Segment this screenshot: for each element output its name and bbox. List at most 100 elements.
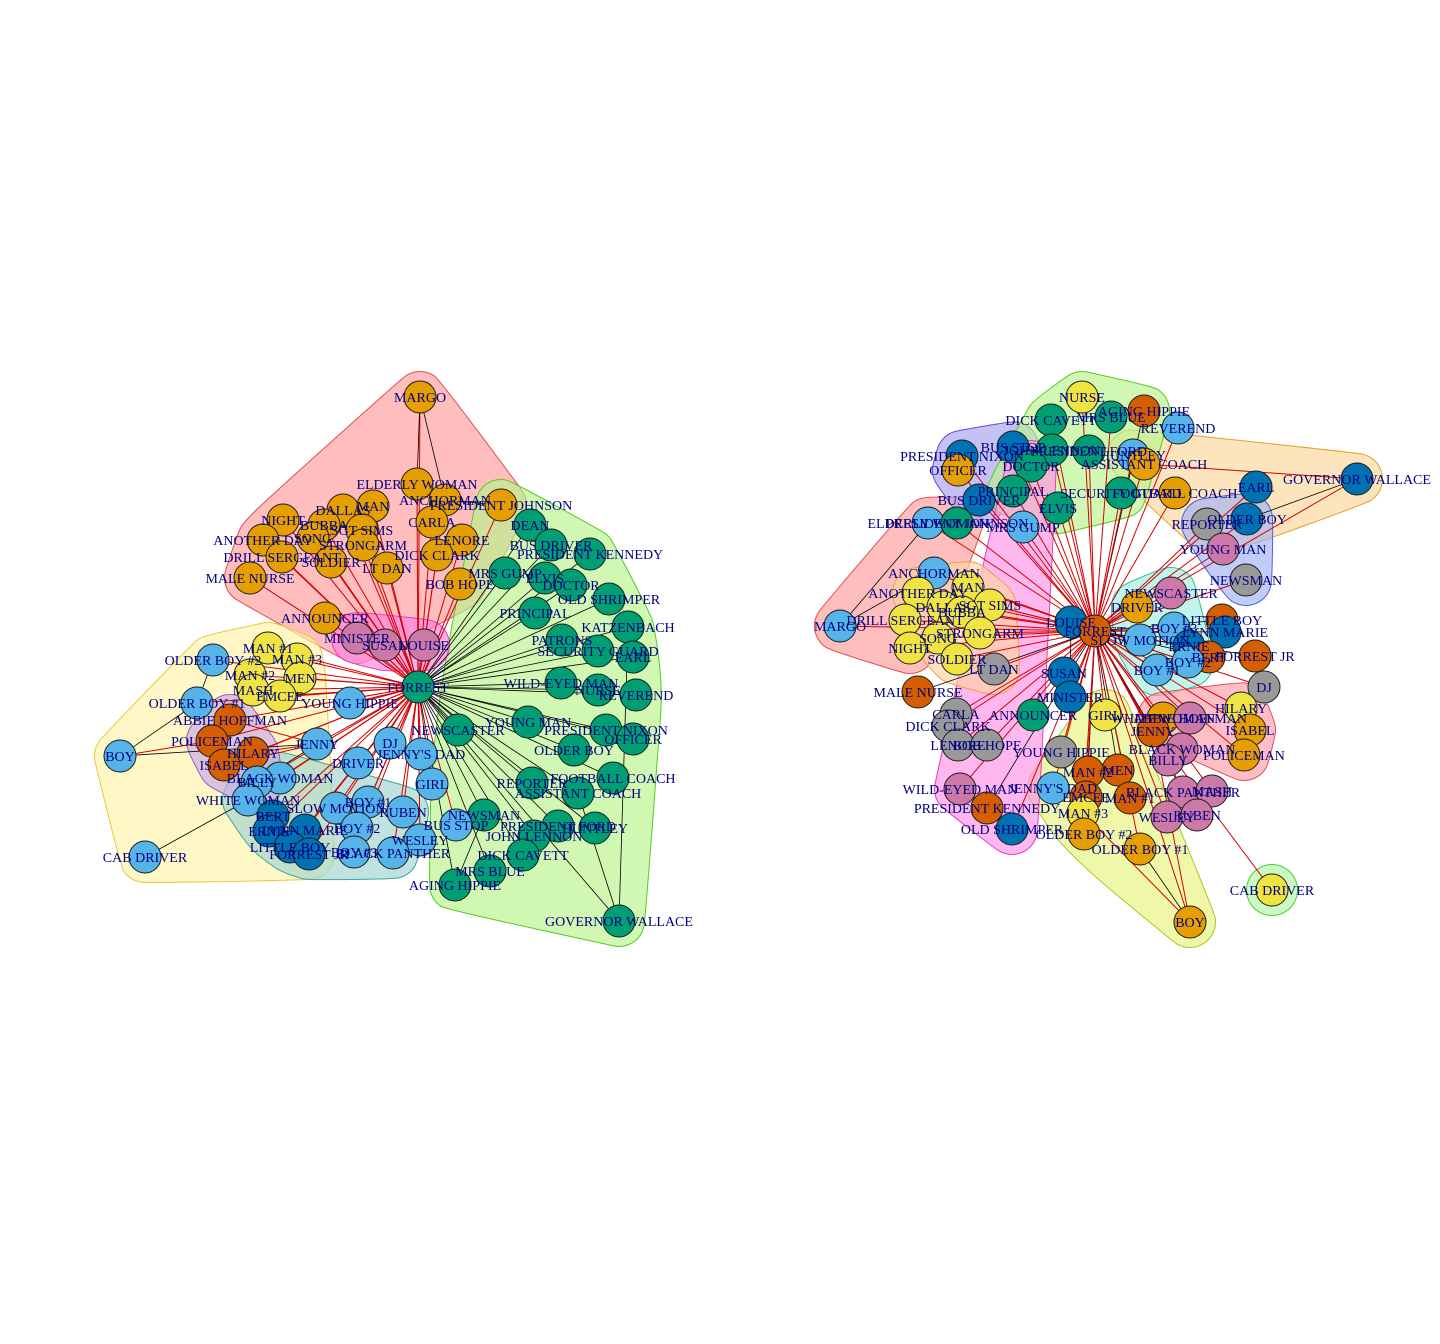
left-node-reverend[interactable] [619,678,653,712]
right-node-earl[interactable] [1239,470,1273,504]
right-node-boy-2[interactable] [1171,645,1205,679]
right-node-circle[interactable] [1127,447,1161,481]
left-node-circle[interactable] [207,748,241,782]
right-node-security-guard[interactable] [1104,476,1138,510]
left-node-circle[interactable] [265,540,299,574]
left-node-circle[interactable] [233,561,267,595]
right-node-circle[interactable] [1088,698,1122,732]
left-node-dj[interactable] [373,726,407,760]
left-node-circle[interactable] [515,766,549,800]
left-node-night[interactable] [266,503,300,537]
left-node-soldier[interactable] [314,545,348,579]
left-node-circle[interactable] [578,811,612,845]
left-node-circle[interactable] [292,837,326,871]
left-node-circle[interactable] [573,537,607,571]
right-node-policeman[interactable] [1227,738,1261,772]
left-node-circle[interactable] [484,488,518,522]
right-node-newsman[interactable] [1229,563,1263,597]
right-node-circle[interactable] [1158,476,1192,510]
left-node-older-boy[interactable] [557,733,591,767]
left-node-circle[interactable] [473,854,507,888]
left-node-circle[interactable] [445,523,479,557]
left-node-margo[interactable] [403,380,437,414]
left-node-emcee[interactable] [263,679,297,713]
right-node-circle[interactable] [1067,817,1101,851]
left-node-male-nurse[interactable] [233,561,267,595]
left-node-carla[interactable] [415,505,449,539]
left-node-circle[interactable] [619,678,653,712]
left-node-football-coach[interactable] [596,761,630,795]
right-node-jenny[interactable] [1136,714,1170,748]
right-node-older-boy-1[interactable] [1123,832,1157,866]
right-node-young-hippie[interactable] [1044,735,1078,769]
right-node-circle[interactable] [1238,639,1272,673]
left-node-mrs-blue[interactable] [473,854,507,888]
right-node-lt-dan[interactable] [977,652,1011,686]
right-node-circle[interactable] [893,631,927,665]
right-node-abbie-hoffman[interactable] [1173,701,1207,735]
left-node-circle[interactable] [581,634,615,668]
right-node-boy[interactable] [1173,905,1207,939]
right-node-circle[interactable] [823,609,857,643]
left-node-circle[interactable] [403,823,437,857]
right-node-forrest[interactable] [1078,614,1112,648]
left-node-circle[interactable] [557,733,591,767]
left-node-bus-driver[interactable] [534,528,568,562]
left-node-circle[interactable] [596,761,630,795]
right-node-male-nurse[interactable] [901,675,935,709]
right-node-circle[interactable] [1065,380,1099,414]
left-node-circle[interactable] [415,767,449,801]
left-node-older-boy-1[interactable] [180,686,214,720]
right-node-older-boy[interactable] [1230,502,1264,536]
left-node-circle[interactable] [337,835,371,869]
right-node-lynn-marie[interactable] [1208,615,1242,649]
right-node-circle[interactable] [901,675,935,709]
left-node-assistant-coach[interactable] [561,776,595,810]
left-node-older-boy-2[interactable] [196,643,230,677]
right-node-ruben[interactable] [1180,798,1214,832]
right-node-circle[interactable] [1180,798,1214,832]
left-node-circle[interactable] [592,582,626,616]
left-node-reporter[interactable] [515,766,549,800]
left-node-dick-clark[interactable] [420,538,454,572]
left-node-circle[interactable] [554,568,588,602]
left-node-circle[interactable] [581,673,615,707]
right-node-circle[interactable] [1229,563,1263,597]
left-node-bus-stop[interactable] [439,808,473,842]
left-node-circle[interactable] [231,783,265,817]
left-node-circle[interactable] [251,631,285,665]
left-node-doctor[interactable] [554,568,588,602]
right-node-circle[interactable] [1340,462,1374,496]
right-node-cab-driver[interactable] [1255,873,1289,907]
left-node-circle[interactable] [103,739,137,773]
right-node-slow-motion[interactable] [1123,623,1157,657]
right-node-boy-1[interactable] [1140,653,1174,687]
left-node-circle[interactable] [296,521,330,555]
right-node-president-johnson[interactable] [940,506,974,540]
left-node-circle[interactable] [128,840,162,874]
right-node-circle[interactable] [1014,449,1048,483]
right-node-old-shrimper[interactable] [995,812,1029,846]
right-node-dj[interactable] [1247,670,1281,704]
right-node-circle[interactable] [995,812,1029,846]
left-node-governor-wallace[interactable] [602,904,636,938]
right-node-driver[interactable] [1120,590,1154,624]
left-node-nurse[interactable] [581,673,615,707]
left-node-newscaster[interactable] [441,713,475,747]
left-node-drill-sergeant[interactable] [265,540,299,574]
left-node-circle[interactable] [180,686,214,720]
right-node-bus-driver[interactable] [962,483,996,517]
right-node-circle[interactable] [1127,394,1161,428]
right-node-circle[interactable] [1044,735,1078,769]
right-node-minister[interactable] [1053,680,1087,714]
left-node-dean[interactable] [513,508,547,542]
right-node-circle[interactable] [1195,774,1229,808]
left-node-circle[interactable] [602,904,636,938]
left-node-circle[interactable] [420,538,454,572]
left-node-song[interactable] [296,521,330,555]
left-node-black-panther[interactable] [376,836,410,870]
right-node-principal[interactable] [996,474,1030,508]
left-node-circle[interactable] [400,467,434,501]
left-node-driver[interactable] [341,746,375,780]
right-node-circle[interactable] [1190,507,1224,541]
